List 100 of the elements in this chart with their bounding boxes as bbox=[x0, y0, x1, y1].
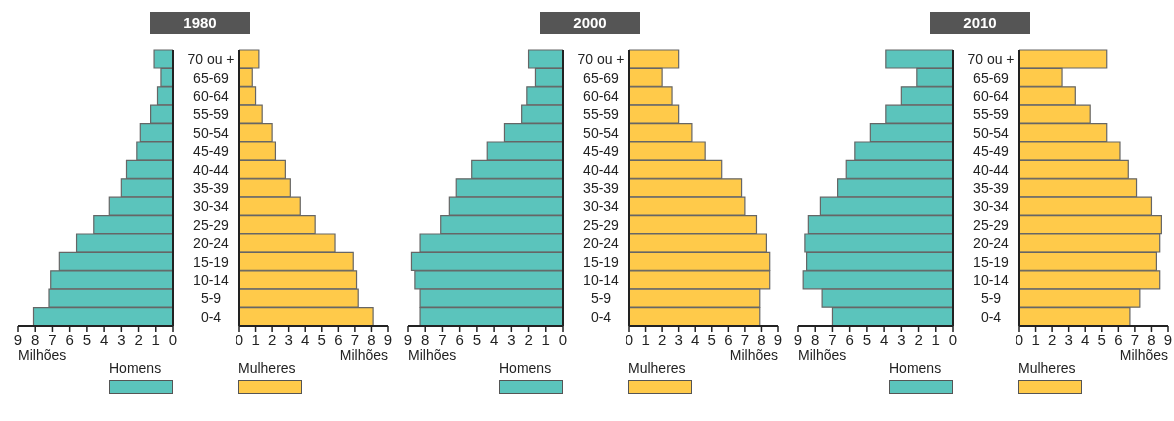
x-tick-label: 2 bbox=[657, 330, 667, 348]
x-axis-title: Milhões bbox=[18, 347, 67, 363]
x-tick-label: 6 bbox=[1114, 330, 1123, 348]
x-axis-title: Milhões bbox=[408, 347, 457, 363]
x-tick-label: 8 bbox=[31, 330, 40, 348]
x-axis-title: Milhões bbox=[1119, 347, 1168, 363]
x-tick-label: 1 bbox=[1031, 330, 1040, 348]
y-tick-label: 40-44 bbox=[193, 161, 230, 178]
y-tick-label: 10-14 bbox=[583, 271, 620, 288]
y-tick-label: 0-4 bbox=[200, 308, 222, 325]
x-tick-label: 0 bbox=[948, 330, 958, 348]
x-tick-label: 5 bbox=[707, 330, 716, 348]
x-tick-label: 9 bbox=[403, 330, 413, 348]
x-tick-label: 8 bbox=[367, 330, 376, 348]
y-tick-label: 30-34 bbox=[583, 198, 620, 215]
y-tick-label: 55-59 bbox=[973, 106, 1010, 123]
x-tick-label: 3 bbox=[674, 330, 683, 348]
x-tick-label: 3 bbox=[897, 330, 906, 348]
y-tick-label: 5-9 bbox=[980, 290, 1002, 307]
x-tick-label: 9 bbox=[1163, 330, 1173, 348]
x-tick-label: 7 bbox=[1130, 330, 1140, 348]
y-tick-label: 15-19 bbox=[973, 253, 1010, 270]
x-tick-label: 4 bbox=[489, 330, 499, 348]
text: Mulheres bbox=[238, 360, 296, 376]
y-tick-label: 35-39 bbox=[193, 179, 230, 196]
y-tick-label: 60-64 bbox=[193, 87, 230, 104]
x-tick-label: 3 bbox=[117, 330, 126, 348]
x-tick-label: 4 bbox=[99, 330, 109, 348]
x-tick-label: 5 bbox=[317, 330, 326, 348]
y-tick-label: 25-29 bbox=[193, 216, 230, 233]
y-tick-label: 40-44 bbox=[973, 161, 1010, 178]
x-tick-label: 8 bbox=[421, 330, 430, 348]
y-tick-label: 10-14 bbox=[193, 271, 230, 288]
x-tick-label: 3 bbox=[284, 330, 293, 348]
y-tick-label: 20-24 bbox=[973, 235, 1010, 252]
y-tick-label: 70 ou + bbox=[187, 51, 235, 68]
text: Mulheres bbox=[1018, 360, 1076, 376]
x-tick-label: 4 bbox=[691, 330, 700, 348]
y-tick-label: 30-34 bbox=[193, 198, 230, 215]
x-tick-label: 8 bbox=[757, 330, 766, 348]
y-tick-label: 30-34 bbox=[973, 198, 1010, 215]
x-tick-label: 6 bbox=[65, 330, 74, 348]
x-axis-title: Milhões bbox=[798, 347, 847, 363]
x-tick-label: 2 bbox=[1047, 330, 1057, 348]
y-tick-label: 40-44 bbox=[583, 161, 620, 178]
x-tick-label: 0 bbox=[1014, 330, 1024, 348]
x-tick-label: 5 bbox=[82, 330, 92, 348]
x-tick-label: 0 bbox=[234, 330, 244, 348]
y-tick-label: 60-64 bbox=[973, 87, 1010, 104]
x-tick-label: 5 bbox=[862, 330, 872, 348]
x-tick-label: 1 bbox=[931, 330, 940, 348]
y-tick-label: 20-24 bbox=[583, 235, 620, 252]
x-tick-label: 1 bbox=[541, 330, 550, 348]
y-tick-label: 70 ou + bbox=[967, 51, 1015, 68]
x-tick-label: 7 bbox=[438, 330, 447, 348]
y-tick-label: 45-49 bbox=[583, 143, 620, 160]
y-tick-label: 25-29 bbox=[973, 216, 1010, 233]
x-tick-label: 1 bbox=[151, 330, 160, 348]
x-tick-label: 9 bbox=[773, 330, 783, 348]
x-tick-label: 1 bbox=[251, 330, 260, 348]
chart-title: 2000 bbox=[540, 12, 640, 34]
chart-title: 2010 bbox=[930, 12, 1030, 34]
y-tick-label: 0-4 bbox=[980, 308, 1002, 325]
y-tick-label: 50-54 bbox=[583, 124, 620, 141]
y-tick-label: 35-39 bbox=[583, 179, 620, 196]
y-tick-label: 50-54 bbox=[973, 124, 1010, 141]
x-tick-label: 6 bbox=[334, 330, 343, 348]
y-tick-label: 5-9 bbox=[590, 290, 612, 307]
text: Mulheres bbox=[628, 360, 686, 376]
x-tick-label: 3 bbox=[507, 330, 516, 348]
x-tick-label: 9 bbox=[793, 330, 803, 348]
y-tick-label: 70 ou + bbox=[577, 51, 625, 68]
y-tick-label: 55-59 bbox=[583, 106, 620, 123]
y-tick-label: 25-29 bbox=[583, 216, 620, 233]
x-tick-label: 2 bbox=[914, 330, 923, 348]
x-tick-label: 6 bbox=[845, 330, 854, 348]
y-tick-label: 35-39 bbox=[973, 179, 1010, 196]
x-tick-label: 0 bbox=[558, 330, 568, 348]
y-tick-label: 15-19 bbox=[193, 253, 230, 270]
x-tick-label: 7 bbox=[828, 330, 837, 348]
y-tick-label: 65-69 bbox=[193, 69, 230, 86]
y-tick-label: 55-59 bbox=[193, 106, 230, 123]
x-tick-label: 1 bbox=[641, 330, 650, 348]
y-tick-label: 45-49 bbox=[193, 143, 230, 160]
x-tick-label: 8 bbox=[1147, 330, 1156, 348]
y-tick-label: 20-24 bbox=[193, 235, 230, 252]
y-tick-label: 10-14 bbox=[973, 271, 1010, 288]
x-tick-label: 4 bbox=[1081, 330, 1090, 348]
x-tick-label: 8 bbox=[811, 330, 820, 348]
y-tick-label: 0-4 bbox=[590, 308, 612, 325]
text: Homens bbox=[499, 360, 552, 376]
x-tick-label: 7 bbox=[48, 330, 57, 348]
x-tick-label: 2 bbox=[134, 330, 143, 348]
x-tick-label: 4 bbox=[879, 330, 889, 348]
x-tick-label: 3 bbox=[1064, 330, 1073, 348]
x-tick-label: 9 bbox=[383, 330, 393, 348]
x-tick-label: 7 bbox=[740, 330, 750, 348]
x-tick-label: 6 bbox=[455, 330, 464, 348]
x-axis-title: Milhões bbox=[729, 347, 778, 363]
x-tick-label: 2 bbox=[267, 330, 277, 348]
